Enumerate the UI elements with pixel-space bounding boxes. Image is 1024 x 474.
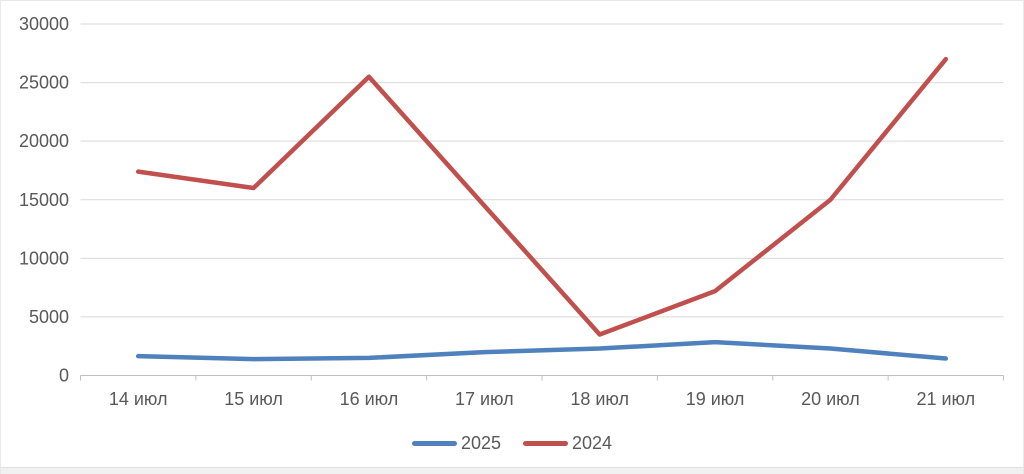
series-line-2024 [135,56,949,337]
x-axis-label: 17 июл [455,389,514,409]
legend-swatch-2024 [523,440,568,446]
series-line-2025 [135,339,949,362]
window-bottom-edge [1,467,1023,474]
y-axis-label: 10000 [19,248,69,268]
x-axis-label: 20 июл [801,389,860,409]
x-axis-label: 18 июл [570,389,629,409]
y-axis-label: 0 [59,366,69,386]
y-axis-label: 20000 [19,131,69,151]
y-axis-label: 15000 [19,190,69,210]
legend-item-2025: 2025 [411,433,501,453]
x-axis-label: 14 июл [109,389,168,409]
x-axis-label: 21 июл [916,389,975,409]
y-axis-label: 25000 [19,73,69,93]
x-axis-label: 16 июл [340,389,399,409]
x-axis-label: 15 июл [224,389,283,409]
y-axis-label: 5000 [29,307,69,327]
legend-item-2024: 2024 [523,434,612,452]
legend-swatch-2025 [411,440,457,446]
y-axis-label: 30000 [19,14,69,34]
x-axis-label: 19 июл [686,389,745,409]
legend-label: 2025 [460,433,501,453]
chart-legend: 2025 2024 [1,434,1023,452]
legend-label: 2024 [572,433,613,453]
